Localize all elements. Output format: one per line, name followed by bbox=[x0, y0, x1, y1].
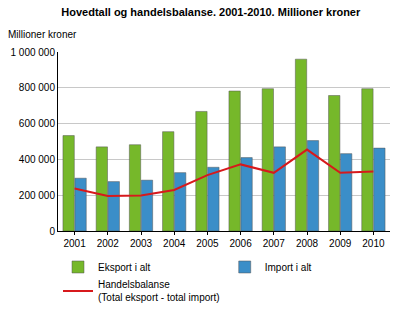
svg-text:2007: 2007 bbox=[263, 238, 286, 249]
svg-text:Import i alt: Import i alt bbox=[265, 262, 312, 273]
svg-text:2003: 2003 bbox=[130, 238, 153, 249]
svg-text:Eksport i alt: Eksport i alt bbox=[98, 262, 150, 273]
svg-text:2009: 2009 bbox=[329, 238, 352, 249]
svg-text:0: 0 bbox=[49, 226, 55, 237]
svg-text:Millioner kroner: Millioner kroner bbox=[8, 29, 77, 40]
svg-text:2008: 2008 bbox=[296, 238, 319, 249]
svg-text:2004: 2004 bbox=[163, 238, 186, 249]
svg-text:600 000: 600 000 bbox=[19, 118, 56, 129]
svg-text:Hovedtall og handelsbalanse. 2: Hovedtall og handelsbalanse. 2001-2010. … bbox=[61, 6, 361, 18]
svg-text:Handelsbalanse(Total eksport -: Handelsbalanse(Total eksport - total imp… bbox=[98, 279, 220, 303]
svg-text:200 000: 200 000 bbox=[19, 190, 56, 201]
svg-text:800 000: 800 000 bbox=[19, 82, 56, 93]
svg-text:2001: 2001 bbox=[63, 238, 86, 249]
svg-text:2005: 2005 bbox=[196, 238, 219, 249]
svg-text:2006: 2006 bbox=[229, 238, 252, 249]
svg-text:2002: 2002 bbox=[97, 238, 120, 249]
svg-text:1 000 000: 1 000 000 bbox=[11, 47, 56, 58]
svg-text:400 000: 400 000 bbox=[19, 154, 56, 165]
svg-text:2010: 2010 bbox=[362, 238, 385, 249]
